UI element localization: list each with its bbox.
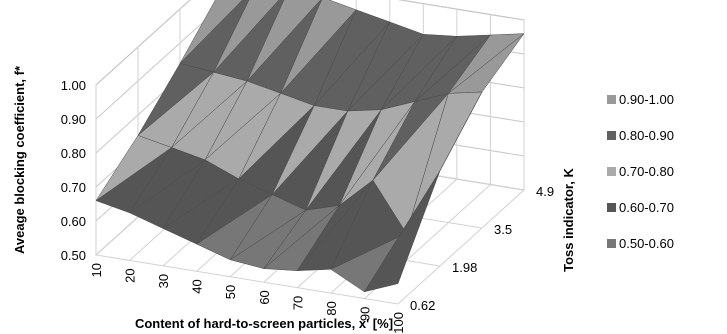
legend-swatch xyxy=(607,131,616,140)
legend-label: 0.60-0.70 xyxy=(619,200,674,215)
x-axis-title: Content of hard-to-screen particles, x' … xyxy=(135,316,393,331)
z-tick-label: 0.80 xyxy=(61,146,86,161)
legend-swatch xyxy=(607,167,616,176)
z-tick-label: 1.00 xyxy=(61,78,86,93)
x-tick-label: 80 xyxy=(324,301,339,315)
x-tick-label: 50 xyxy=(223,285,238,299)
surface-facet xyxy=(364,170,441,293)
x-tick-label: 40 xyxy=(190,279,205,293)
x-tick-label: 70 xyxy=(290,296,305,310)
z-tick-label: 0.70 xyxy=(61,180,86,195)
surface-plot xyxy=(95,0,525,293)
x-tick-label: 90 xyxy=(357,307,372,321)
y-tick-label: 1.98 xyxy=(452,260,477,275)
legend-label: 0.70-0.80 xyxy=(619,164,674,179)
x-tick-label: 30 xyxy=(156,274,171,288)
x-tick-label: 10 xyxy=(89,263,104,277)
y-gridline xyxy=(95,85,399,305)
z-tick-label: 0.90 xyxy=(61,112,86,127)
y-axis-title: Toss indicator, K xyxy=(561,168,576,272)
y-tick-label: 3.5 xyxy=(494,222,512,237)
x-tick-label: 20 xyxy=(123,268,138,282)
legend-swatch xyxy=(607,95,616,104)
z-tick-label: 0.60 xyxy=(61,214,86,229)
legend-label: 0.90-1.00 xyxy=(619,92,674,107)
legend-label: 0.50-0.60 xyxy=(619,236,674,251)
y-tick-label: 0.62 xyxy=(410,298,435,313)
axis-ticks: 0.50 0.60 0.70 0.80 0.90 1.00 10 20 30 40 50 60 70 80… xyxy=(61,78,554,334)
x-tick-label: 100 xyxy=(391,312,406,334)
legend-label: 0.80-0.90 xyxy=(619,128,674,143)
y-tick-label: 4.9 xyxy=(536,184,554,199)
x-tick-label: 60 xyxy=(257,290,272,304)
chart-legend: 0.90-1.00 0.80-0.90 0.70-0.80 0.60-0.70 0.50… xyxy=(607,92,674,251)
legend-swatch xyxy=(607,239,616,248)
z-axis-title: Aveage blocking coefficient, f* xyxy=(12,65,27,254)
z-tick-label: 0.50 xyxy=(61,248,86,263)
legend-swatch xyxy=(607,203,616,212)
